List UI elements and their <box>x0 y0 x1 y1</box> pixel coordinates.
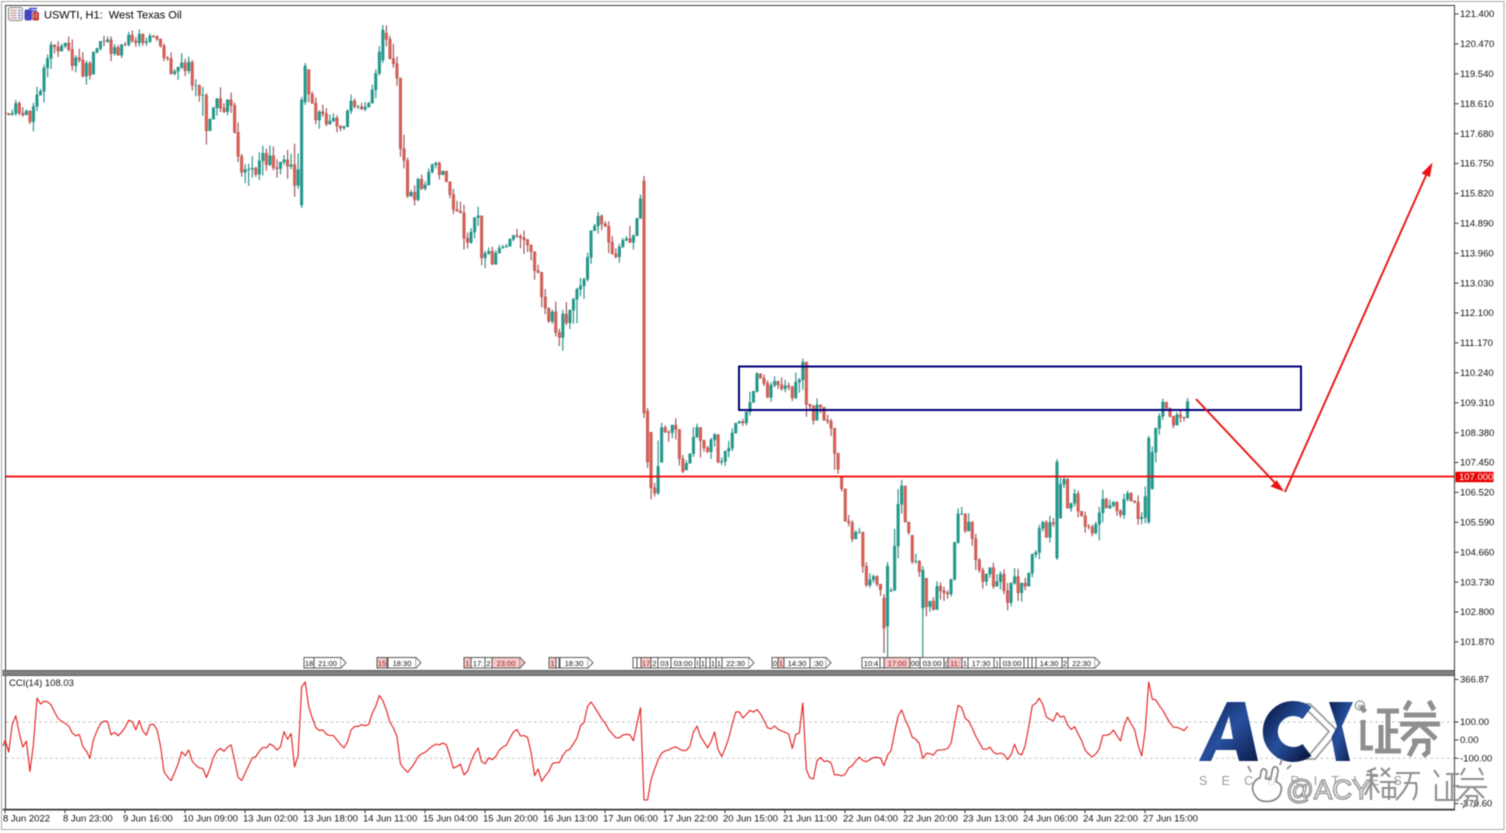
svg-text:21:00: 21:00 <box>318 659 337 668</box>
svg-text:USWTI, H1: West Texas Oil: USWTI, H1: West Texas Oil <box>44 10 182 22</box>
svg-text:03: 03 <box>660 659 668 668</box>
svg-text:10:4: 10:4 <box>864 659 879 668</box>
svg-text:00: 00 <box>911 659 919 668</box>
svg-text:l: l <box>697 659 699 668</box>
svg-text:0.00: 0.00 <box>1460 735 1479 746</box>
svg-text:100.00: 100.00 <box>1460 717 1489 728</box>
svg-text:108.380: 108.380 <box>1460 428 1494 439</box>
svg-text:22:30: 22:30 <box>1072 659 1091 668</box>
svg-text:23 Jun 13:00: 23 Jun 13:00 <box>963 814 1018 825</box>
svg-text:1: 1 <box>465 659 469 668</box>
svg-text:2: 2 <box>652 659 656 668</box>
svg-text:16 Jun 13:00: 16 Jun 13:00 <box>543 814 598 825</box>
svg-text:1: 1 <box>711 659 715 668</box>
svg-text:107.000: 107.000 <box>1459 472 1493 483</box>
svg-text:14:30: 14:30 <box>1040 659 1059 668</box>
svg-text:03:00: 03:00 <box>674 659 693 668</box>
svg-text:102.800: 102.800 <box>1460 607 1494 618</box>
svg-text:13 Jun 18:00: 13 Jun 18:00 <box>303 814 358 825</box>
svg-text:22 Jun 20:00: 22 Jun 20:00 <box>903 814 958 825</box>
svg-text:17:: 17: <box>473 659 483 668</box>
svg-text:8 Jun 23:00: 8 Jun 23:00 <box>63 814 113 825</box>
svg-text:13 Jun 02:00: 13 Jun 02:00 <box>243 814 298 825</box>
svg-text:14 Jun 11:00: 14 Jun 11:00 <box>363 814 417 825</box>
svg-text:107.450: 107.450 <box>1460 458 1494 469</box>
svg-text:101.870: 101.870 <box>1460 637 1494 648</box>
svg-text:15: 15 <box>378 659 386 668</box>
svg-text:-100.00: -100.00 <box>1460 754 1492 765</box>
svg-text:1: 1 <box>701 659 705 668</box>
svg-text:20 Jun 15:00: 20 Jun 15:00 <box>723 814 778 825</box>
svg-text:114.890: 114.890 <box>1460 219 1494 230</box>
svg-text:106.520: 106.520 <box>1460 488 1494 499</box>
svg-text:17 Jun 06:00: 17 Jun 06:00 <box>603 814 658 825</box>
svg-text:115.820: 115.820 <box>1460 189 1494 200</box>
svg-text:17:30: 17:30 <box>972 659 991 668</box>
svg-text:17:00: 17:00 <box>888 659 907 668</box>
svg-text:@ACY: @ACY <box>1286 774 1370 805</box>
svg-text:23:00: 23:00 <box>497 659 516 668</box>
svg-text:103.730: 103.730 <box>1460 577 1494 588</box>
svg-text:113.030: 113.030 <box>1460 278 1494 289</box>
svg-text:120.470: 120.470 <box>1460 39 1494 50</box>
svg-text:119.540: 119.540 <box>1460 69 1494 80</box>
svg-text:24 Jun 06:00: 24 Jun 06:00 <box>1023 814 1078 825</box>
svg-text:03:00: 03:00 <box>923 659 942 668</box>
svg-text::30: :30 <box>813 659 823 668</box>
svg-text:27 Jun 15:00: 27 Jun 15:00 <box>1143 814 1198 825</box>
svg-text:22:30: 22:30 <box>726 659 745 668</box>
svg-text:1: 1 <box>717 659 721 668</box>
svg-text:1: 1 <box>550 659 554 668</box>
svg-text:0: 0 <box>773 659 777 668</box>
svg-text:(: ( <box>945 659 948 668</box>
svg-text:112.100: 112.100 <box>1460 308 1494 319</box>
svg-text:117.680: 117.680 <box>1460 129 1494 140</box>
svg-text:15 Jun 04:00: 15 Jun 04:00 <box>423 814 478 825</box>
svg-text:SECURITIES: SECURITIES <box>1199 774 1416 788</box>
svg-text:1: 1 <box>779 659 783 668</box>
svg-text:18:30: 18:30 <box>565 659 584 668</box>
svg-text:121.400: 121.400 <box>1460 9 1494 20</box>
svg-text:104.660: 104.660 <box>1460 547 1494 558</box>
svg-text:14:30: 14:30 <box>788 659 807 668</box>
svg-text:9 Jun 16:00: 9 Jun 16:00 <box>123 814 173 825</box>
svg-text:17 Jun 22:00: 17 Jun 22:00 <box>663 814 718 825</box>
svg-text:21 Jun 11:00: 21 Jun 11:00 <box>783 814 837 825</box>
svg-text:118.610: 118.610 <box>1460 99 1494 110</box>
svg-text:): ) <box>996 659 999 668</box>
svg-text:113.960: 113.960 <box>1460 248 1494 259</box>
svg-text:10 Jun 09:00: 10 Jun 09:00 <box>183 814 238 825</box>
svg-text:18: 18 <box>305 659 313 668</box>
svg-text:24 Jun 22:00: 24 Jun 22:00 <box>1083 814 1138 825</box>
svg-text:109.310: 109.310 <box>1460 398 1494 409</box>
svg-text:17: 17 <box>642 659 650 668</box>
svg-text:03:00: 03:00 <box>1003 659 1022 668</box>
svg-text:CCI(14) 108.03: CCI(14) 108.03 <box>9 678 74 689</box>
svg-text:105.590: 105.590 <box>1460 518 1494 529</box>
svg-text:1: 1 <box>963 659 967 668</box>
svg-text:111.170: 111.170 <box>1460 338 1493 349</box>
svg-text:18:30: 18:30 <box>393 659 412 668</box>
svg-text:116.750: 116.750 <box>1460 159 1494 170</box>
svg-text:366.87: 366.87 <box>1460 675 1489 686</box>
svg-text:2: 2 <box>1063 659 1067 668</box>
svg-text:8 Jun 2022: 8 Jun 2022 <box>3 814 50 825</box>
svg-text:110.240: 110.240 <box>1460 368 1494 379</box>
svg-text:22 Jun 04:00: 22 Jun 04:00 <box>843 814 898 825</box>
svg-text:15 Jun 20:00: 15 Jun 20:00 <box>483 814 538 825</box>
svg-text:2: 2 <box>486 659 490 668</box>
svg-text:11:: 11: <box>950 659 960 668</box>
